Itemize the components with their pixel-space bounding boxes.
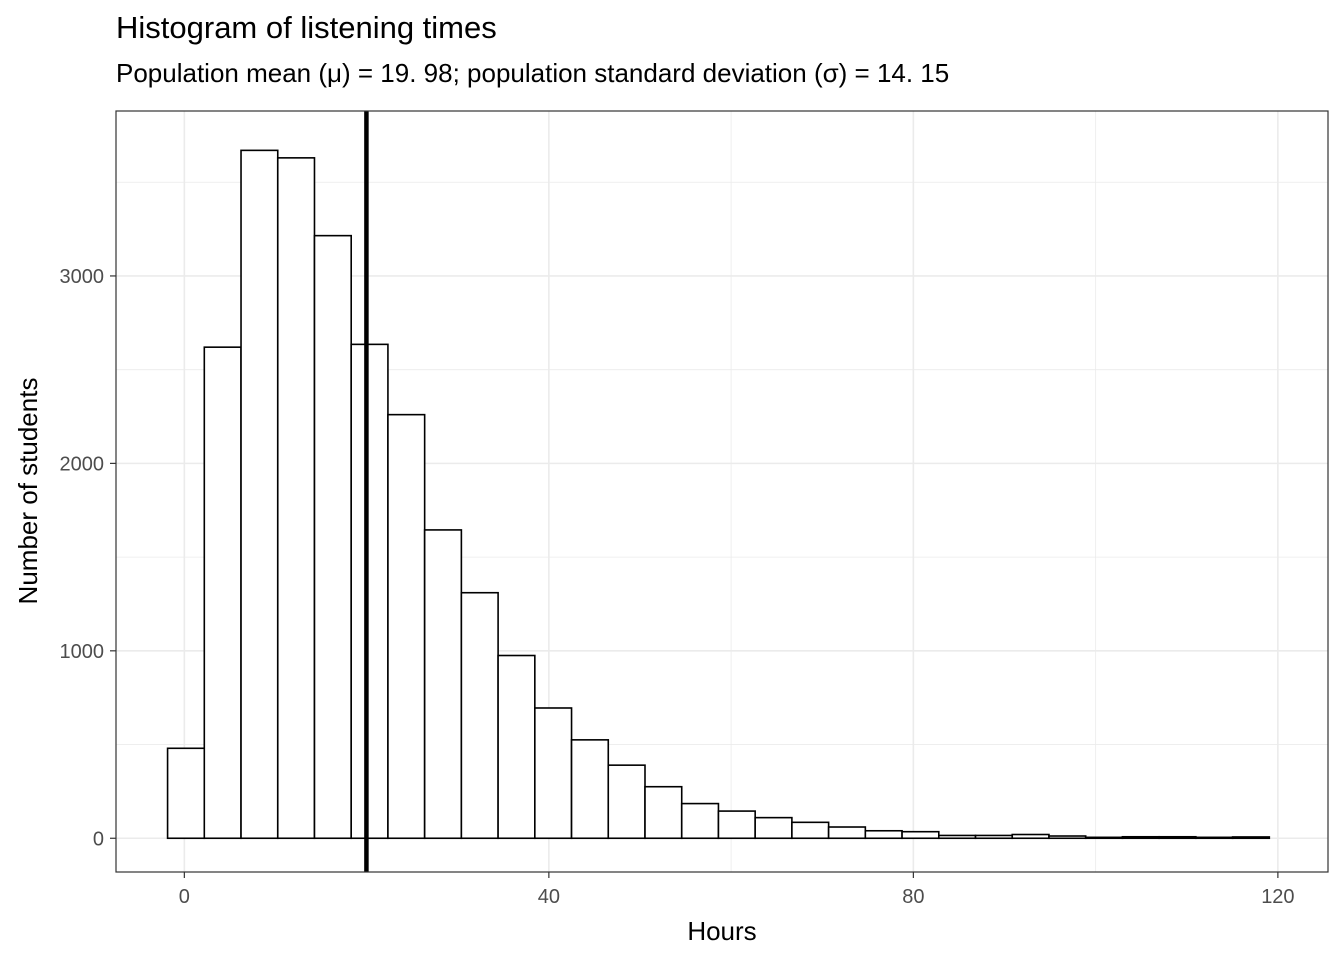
histogram-bar <box>1011 833 1050 840</box>
histogram-bars <box>166 149 1271 840</box>
chart-title: Histogram of listening times <box>116 10 497 45</box>
y-tick-label: 1000 <box>60 641 105 663</box>
histogram-bar <box>423 529 463 840</box>
histogram-bar <box>1158 835 1197 840</box>
histogram-bar <box>754 816 793 840</box>
histogram-bar <box>1121 835 1160 840</box>
y-tick-label: 3000 <box>60 266 105 288</box>
histogram-bar <box>276 157 316 840</box>
histogram-bar <box>240 149 279 840</box>
histogram-bar <box>644 785 683 840</box>
histogram-bar <box>166 747 206 840</box>
histogram-bar <box>680 802 720 840</box>
plot-panel-border <box>115 110 1329 873</box>
histogram-bar <box>1048 835 1087 840</box>
histogram-bar <box>350 343 389 840</box>
y-axis-ticks: 0 1000 2000 3000 <box>60 266 116 850</box>
histogram-bar <box>974 834 1014 840</box>
histogram-bar <box>313 234 353 840</box>
histogram-bar <box>864 829 903 840</box>
x-axis-title: Hours <box>687 916 756 946</box>
histogram-bar <box>791 821 830 840</box>
y-tick-label: 0 <box>93 828 104 850</box>
histogram-bar <box>1084 836 1124 840</box>
histogram-bar <box>534 707 573 840</box>
histogram-bar <box>827 826 867 840</box>
x-tick-label: 0 <box>179 886 190 908</box>
x-axis-ticks: 0 40 80 120 <box>179 872 1295 908</box>
x-tick-label: 120 <box>1261 886 1294 908</box>
histogram-bar <box>1231 836 1271 840</box>
histogram-bar <box>717 810 756 840</box>
x-tick-label: 40 <box>538 886 560 908</box>
y-tick-label: 2000 <box>60 453 105 475</box>
histogram-bar <box>203 346 242 840</box>
histogram-bar <box>901 830 940 840</box>
histogram-bar <box>937 834 977 840</box>
y-axis-title: Number of students <box>13 378 43 605</box>
histogram-bar <box>1195 836 1234 840</box>
chart-subtitle: Population mean (μ) = 19. 98; population… <box>116 58 950 88</box>
histogram-bar <box>497 654 536 840</box>
histogram-bar <box>387 413 426 840</box>
histogram-bar <box>460 591 499 840</box>
histogram-bar <box>607 764 646 840</box>
histogram-bar <box>570 739 610 840</box>
x-tick-label: 80 <box>902 886 924 908</box>
